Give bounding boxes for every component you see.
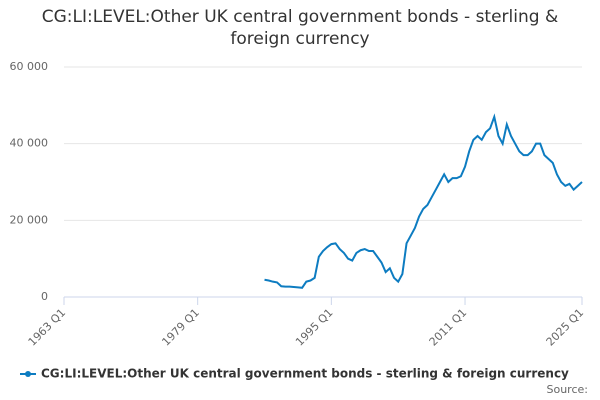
x-tick-label: 2011 Q1	[427, 306, 470, 349]
chart-title: CG:LI:LEVEL:Other UK central government …	[41, 7, 559, 49]
y-tick-label: 60 000	[10, 60, 49, 73]
y-tick-label: 0	[41, 290, 48, 303]
source: Source:	[547, 383, 589, 396]
x-tick-label: 1963 Q1	[26, 306, 69, 349]
x-tick-label: 1995 Q1	[293, 306, 336, 349]
x-tick-label: 1979 Q1	[159, 306, 202, 349]
line	[264, 113, 583, 289]
y-tick-label: 40 000	[10, 137, 49, 150]
legend-marker	[25, 371, 31, 377]
y-tick-label: 20 000	[10, 213, 49, 226]
x-tick-label: 2025 Q1	[544, 306, 587, 349]
legend-label: CG:LI:LEVEL:Other UK central government …	[41, 367, 569, 381]
